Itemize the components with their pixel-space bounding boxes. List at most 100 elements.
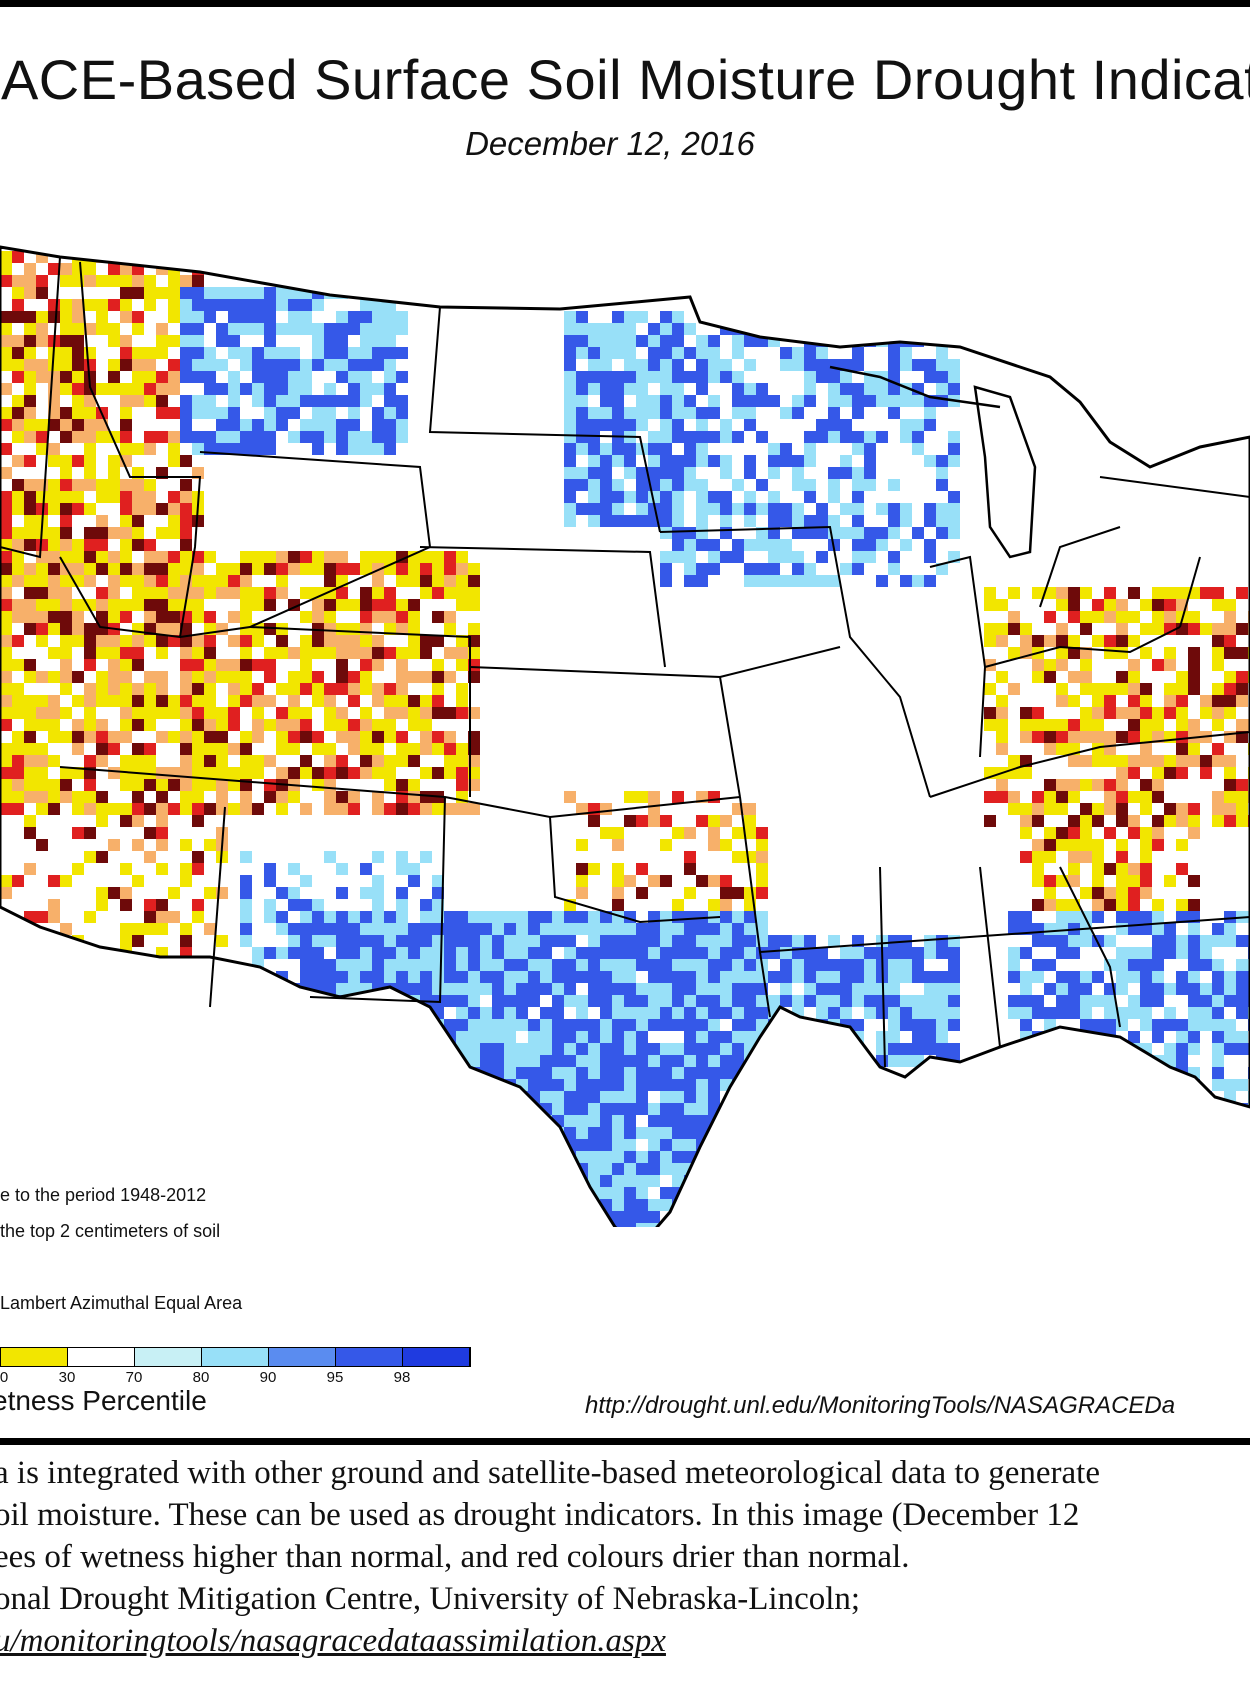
- moisture-cell: [672, 527, 684, 539]
- moisture-cell: [672, 515, 684, 527]
- moisture-cell: [156, 983, 168, 995]
- us-soil-moisture-map: [0, 245, 1250, 1227]
- moisture-cell: [192, 815, 204, 827]
- moisture-cell: [108, 647, 120, 659]
- moisture-cell: [444, 935, 456, 947]
- moisture-cell: [348, 1163, 360, 1175]
- moisture-cell: [696, 1103, 708, 1115]
- moisture-cell: [24, 539, 36, 551]
- moisture-cell: [180, 803, 192, 815]
- moisture-cell: [912, 995, 924, 1007]
- moisture-cell: [372, 995, 384, 1007]
- moisture-cell: [648, 347, 660, 359]
- moisture-cell: [444, 983, 456, 995]
- moisture-cell: [420, 743, 432, 755]
- moisture-cell: [204, 659, 216, 671]
- moisture-cell: [1224, 935, 1236, 947]
- moisture-cell: [12, 287, 24, 299]
- moisture-cell: [72, 491, 84, 503]
- moisture-cell: [468, 575, 480, 587]
- moisture-cell: [1104, 1103, 1116, 1115]
- moisture-cell: [540, 959, 552, 971]
- moisture-cell: [144, 491, 156, 503]
- moisture-cell: [168, 575, 180, 587]
- moisture-cell: [792, 527, 804, 539]
- moisture-cell: [840, 983, 852, 995]
- moisture-cell: [24, 791, 36, 803]
- moisture-cell: [1104, 707, 1116, 719]
- moisture-cell: [936, 383, 948, 395]
- moisture-cell: [36, 611, 48, 623]
- moisture-cell: [12, 491, 24, 503]
- moisture-cell: [600, 935, 612, 947]
- moisture-cell: [360, 323, 372, 335]
- moisture-cell: [732, 947, 744, 959]
- moisture-cell: [336, 911, 348, 923]
- moisture-cell: [396, 1163, 408, 1175]
- moisture-cell: [84, 803, 96, 815]
- moisture-cell: [48, 947, 60, 959]
- moisture-cell: [1164, 707, 1176, 719]
- moisture-cell: [276, 419, 288, 431]
- moisture-cell: [300, 1223, 312, 1227]
- moisture-cell: [144, 359, 156, 371]
- moisture-cell: [360, 587, 372, 599]
- moisture-cell: [120, 1007, 132, 1019]
- moisture-cell: [756, 1223, 768, 1227]
- moisture-cell: [1176, 1019, 1188, 1031]
- moisture-cell: [408, 1163, 420, 1175]
- moisture-cell: [756, 1055, 768, 1067]
- moisture-cell: [204, 383, 216, 395]
- note-projection: Lambert Azimuthal Equal Area: [0, 1293, 243, 1313]
- moisture-cell: [252, 767, 264, 779]
- moisture-cell: [432, 1079, 444, 1091]
- moisture-cell: [360, 299, 372, 311]
- moisture-cell: [36, 323, 48, 335]
- moisture-cell: [624, 515, 636, 527]
- caption-link[interactable]: u/monitoringtools/nasagracedataassimilat…: [0, 1623, 666, 1659]
- moisture-cell: [1020, 1055, 1032, 1067]
- moisture-cell: [852, 395, 864, 407]
- moisture-cell: [120, 635, 132, 647]
- moisture-cell: [300, 899, 312, 911]
- moisture-cell: [36, 839, 48, 851]
- moisture-cell: [864, 995, 876, 1007]
- moisture-cell: [444, 1055, 456, 1067]
- moisture-cell: [684, 827, 696, 839]
- moisture-cell: [312, 1115, 324, 1127]
- moisture-cell: [276, 635, 288, 647]
- moisture-cell: [708, 983, 720, 995]
- moisture-cell: [0, 503, 12, 515]
- moisture-cell: [912, 959, 924, 971]
- moisture-cell: [192, 851, 204, 863]
- source-url[interactable]: http://drought.unl.edu/MonitoringTools/N…: [585, 1392, 1176, 1419]
- moisture-cell: [84, 719, 96, 731]
- moisture-cell: [396, 1007, 408, 1019]
- moisture-cell: [1116, 1103, 1128, 1115]
- moisture-cell: [1212, 1067, 1224, 1079]
- moisture-cell: [336, 1175, 348, 1187]
- moisture-cell: [636, 1043, 648, 1055]
- moisture-cell: [168, 371, 180, 383]
- moisture-cell: [660, 419, 672, 431]
- moisture-cell: [312, 359, 324, 371]
- moisture-cell: [612, 827, 624, 839]
- moisture-cell: [672, 419, 684, 431]
- moisture-cell: [936, 983, 948, 995]
- moisture-cell: [756, 323, 768, 335]
- moisture-cell: [372, 1007, 384, 1019]
- moisture-cell: [864, 959, 876, 971]
- moisture-cell: [660, 323, 672, 335]
- moisture-cell: [672, 407, 684, 419]
- moisture-cell: [180, 515, 192, 527]
- moisture-cell: [612, 1127, 624, 1139]
- moisture-cell: [324, 935, 336, 947]
- state-border-line: [929, 731, 1250, 798]
- moisture-cell: [408, 863, 420, 875]
- moisture-cell: [12, 551, 24, 563]
- moisture-cell: [348, 647, 360, 659]
- moisture-cell: [936, 1019, 948, 1031]
- moisture-cell: [660, 479, 672, 491]
- moisture-cell: [696, 419, 708, 431]
- moisture-cell: [12, 419, 24, 431]
